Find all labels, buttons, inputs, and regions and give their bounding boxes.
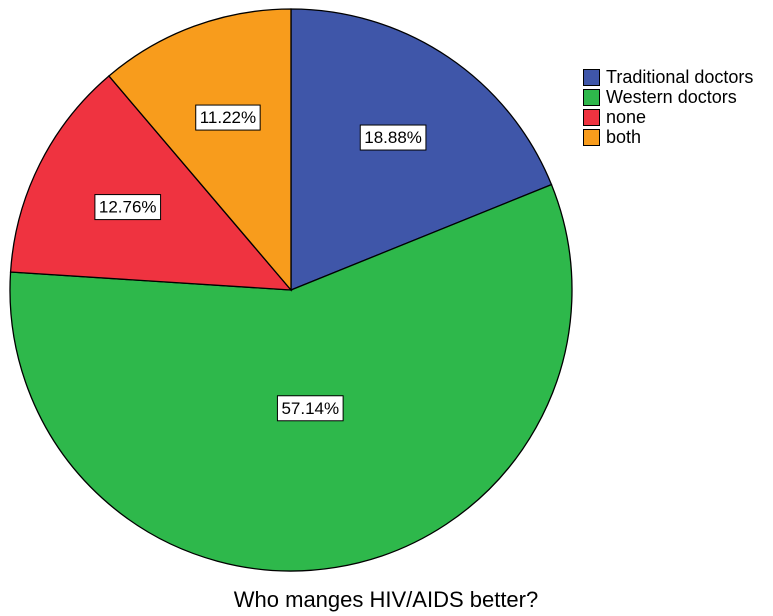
legend-entry: none [583,108,773,127]
value-label: 12.76% [99,198,157,217]
data-label: 12.76% [94,194,162,221]
legend-entry: Western doctors [583,88,773,107]
pie-slice [107,8,292,292]
legend-entry: both [583,128,773,147]
legend: Traditional doctors Western doctors none bo… [583,68,773,148]
value-label: 18.88% [364,128,422,147]
data-label: 11.22% [195,104,261,131]
data-label: 18.88% [359,124,427,151]
legend-entry: Traditional doctors [583,68,773,87]
legend-label: both [606,127,642,147]
legend-swatch [583,89,600,106]
legend-label: Western doctors [606,87,737,107]
label-box [195,104,261,131]
legend-swatch [583,69,600,86]
label-box [359,124,427,151]
legend-label: none [606,107,647,127]
value-label: 57.14% [281,399,339,418]
value-label: 11.22% [200,108,256,127]
label-box [94,194,162,221]
pie-slice [9,75,293,291]
data-label: 57.14% [276,395,344,422]
legend-label: Traditional doctors [606,67,754,87]
legend-swatch [583,129,600,146]
legend-swatch [583,109,600,126]
chart-title: Who manges HIV/AIDS better? [234,587,538,612]
label-box [276,395,344,422]
